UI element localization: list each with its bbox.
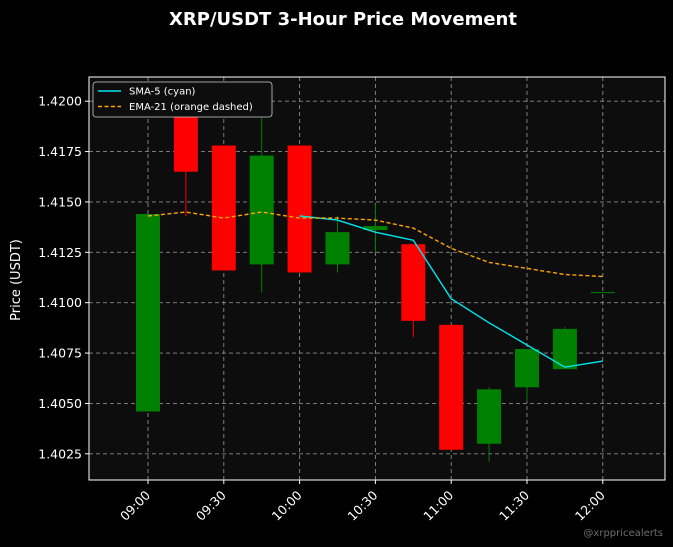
grid-lines: [89, 77, 665, 480]
candle-body-0: [136, 214, 160, 412]
candle-body-11: [552, 328, 577, 370]
legend: SMA-5 (cyan) EMA-21 (orange dashed): [92, 81, 273, 118]
x-tick-label-5: 11:30: [496, 487, 532, 523]
x-tick-label-4: 11:00: [420, 487, 456, 523]
x-tick-label-3: 10:30: [344, 487, 380, 523]
legend-box: [92, 81, 273, 118]
x-tick-label-2: 10:00: [269, 487, 305, 523]
candle-body-7: [401, 244, 426, 321]
y-tick-label-3: 1.4100: [38, 295, 82, 310]
series-line-1: [147, 211, 603, 278]
x-tick-label-1: 09:30: [193, 487, 229, 523]
y-tick-label-6: 1.4175: [38, 144, 82, 159]
indicator-lines: [147, 211, 603, 368]
candle-body-1: [173, 109, 198, 172]
candle-body-3: [249, 155, 274, 265]
candle-body-9: [477, 389, 502, 444]
candle-body-4: [287, 145, 312, 273]
x-tick-label-6: 12:00: [572, 487, 608, 523]
series-line-0: [299, 215, 603, 368]
candle-body-5: [325, 232, 350, 265]
plot-frame: [88, 76, 666, 481]
candle-body-2: [211, 145, 236, 271]
legend-label-0: SMA-5 (cyan): [129, 87, 196, 98]
y-tick-label-1: 1.4050: [38, 396, 82, 411]
legend-label-1: EMA-21 (orange dashed): [129, 102, 253, 113]
candle-body-10: [515, 349, 539, 388]
chart-title: XRP/USDT 3-Hour Price Movement: [169, 9, 517, 30]
y-tick-label-0: 1.4025: [38, 446, 82, 461]
y-tick-label-4: 1.4125: [38, 245, 82, 260]
candle-body-8: [439, 324, 464, 450]
y-tick-label-7: 1.4200: [38, 94, 82, 109]
watermark: @xrppricealerts: [583, 528, 663, 539]
candle-body-6: [363, 226, 388, 231]
x-tick-label-0: 09:00: [117, 487, 153, 523]
y-tick-label-5: 1.4150: [38, 194, 82, 209]
y-tick-label-2: 1.4075: [38, 346, 82, 361]
y-axis-label: Price (USDT): [9, 239, 24, 321]
